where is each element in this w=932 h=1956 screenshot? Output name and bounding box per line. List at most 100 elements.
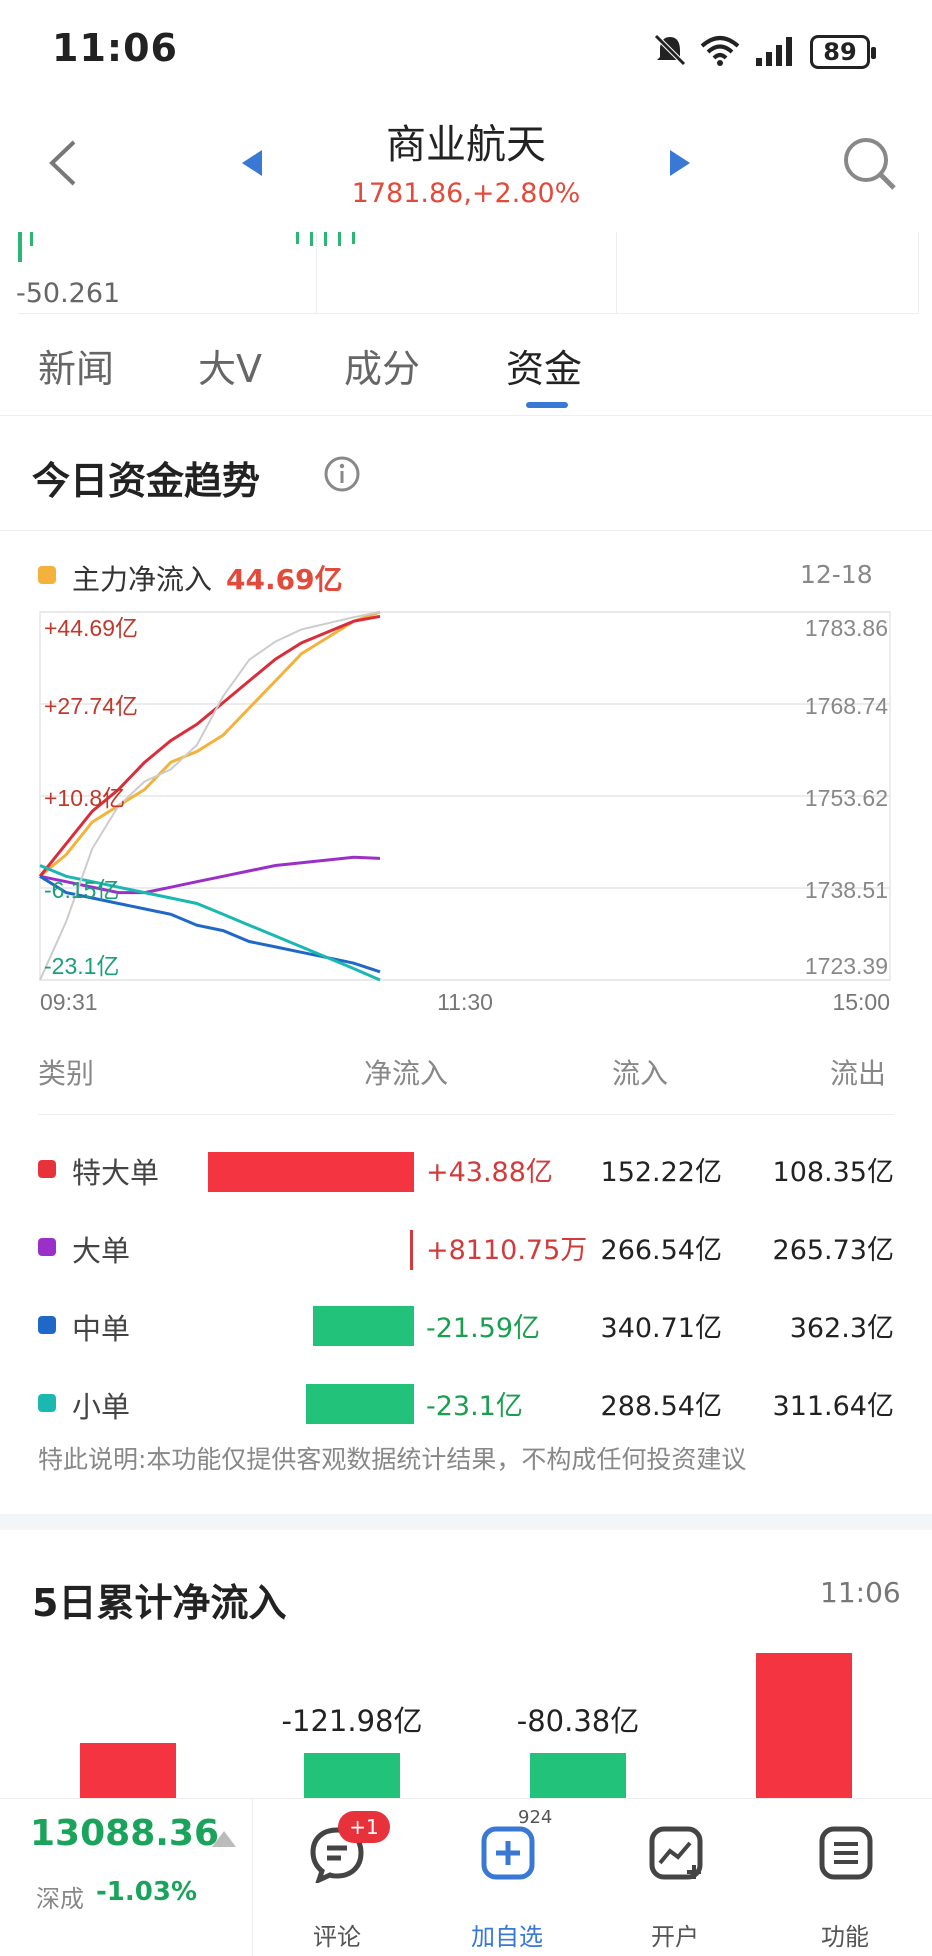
open-account-label: 开户 — [651, 1923, 699, 1951]
category-dot — [38, 1316, 56, 1334]
divider — [0, 530, 932, 531]
active-tab-indicator — [526, 402, 568, 408]
legend-value: 44.69亿 — [226, 563, 343, 596]
info-icon[interactable] — [322, 454, 362, 494]
net-flow-bar — [208, 1152, 414, 1192]
category-label: 小单 — [72, 1390, 131, 1424]
col-header-net: 净流入 — [364, 1057, 449, 1090]
functions-button[interactable]: 功能 — [790, 1799, 900, 1956]
outflow-value: 362.3亿 — [789, 1313, 894, 1344]
page-title: 商业航天 — [386, 122, 546, 168]
category-label: 中单 — [72, 1312, 131, 1346]
five-day-bar — [756, 1653, 852, 1798]
net-flow-value: +43.88亿 — [426, 1157, 553, 1188]
y-left-tick: +27.74亿 — [44, 693, 138, 719]
status-time: 11:06 — [52, 26, 178, 70]
five-day-bar — [304, 1753, 400, 1798]
inflow-value: 340.71亿 — [600, 1313, 722, 1344]
net-flow-bar — [312, 1306, 414, 1346]
x-tick: 15:00 — [832, 989, 890, 1015]
col-header-in: 流入 — [612, 1057, 669, 1090]
tab-components[interactable]: 成分 — [344, 347, 421, 391]
tab-capital[interactable]: 资金 — [506, 347, 583, 391]
outflow-value: 108.35亿 — [772, 1157, 894, 1188]
y-left-tick: +44.69亿 — [44, 615, 138, 641]
y-left-tick: +10.8亿 — [44, 785, 125, 811]
status-bar: 11:06 89 — [0, 0, 932, 100]
divider — [38, 1114, 894, 1115]
series-line — [39, 855, 381, 895]
five-day-label: -121.98亿 — [281, 1704, 423, 1738]
five-day-bar — [530, 1753, 626, 1798]
comment-button[interactable]: +1 评论 — [282, 1799, 392, 1956]
legend-dot-main — [38, 566, 56, 584]
flow-row: 小单 -23.1亿 288.54亿 311.64亿 — [0, 1374, 932, 1434]
inflow-value: 152.22亿 — [600, 1157, 722, 1188]
index-name: 深成 — [36, 1885, 84, 1913]
wifi-icon — [700, 36, 740, 66]
series-line — [39, 611, 381, 981]
category-dot — [38, 1160, 56, 1178]
functions-label: 功能 — [821, 1923, 869, 1951]
flow-row: 大单 +8110.75万 266.54亿 265.73亿 — [0, 1218, 932, 1278]
outflow-value: 311.64亿 — [772, 1391, 894, 1422]
inflow-value: 288.54亿 — [600, 1391, 722, 1422]
comment-label: 评论 — [313, 1923, 361, 1951]
next-arrow-icon[interactable] — [668, 148, 692, 178]
net-flow-value: -23.1亿 — [426, 1391, 523, 1422]
inflow-value: 266.54亿 — [600, 1235, 722, 1266]
legend-label: 主力净流入 — [72, 563, 213, 596]
flow-row: 特大单 +43.88亿 152.22亿 108.35亿 — [0, 1140, 932, 1200]
battery-indicator: 89 — [810, 35, 876, 69]
add-icon — [481, 1826, 535, 1880]
five-day-bar — [80, 1742, 176, 1798]
y-right-tick: 1783.86 — [805, 615, 888, 641]
flow-row: 中单 -21.59亿 340.71亿 362.3亿 — [0, 1296, 932, 1356]
bell-muted-icon — [654, 34, 686, 66]
index-value[interactable]: 13088.36 — [30, 1813, 220, 1854]
index-quote: 1781.86,+2.80% — [351, 178, 581, 209]
open-account-button[interactable]: 开户 — [620, 1799, 730, 1956]
tab-news[interactable]: 新闻 — [38, 347, 115, 391]
search-icon[interactable] — [842, 136, 898, 192]
y-left-tick: -6.15亿 — [44, 877, 119, 903]
category-dot — [38, 1394, 56, 1412]
five-day-label: -80.38亿 — [516, 1704, 640, 1738]
y-right-tick: 1768.74 — [805, 693, 888, 719]
net-flow-bar — [305, 1384, 414, 1424]
five-day-time: 11:06 — [820, 1576, 901, 1609]
y-right-tick: 1738.51 — [805, 877, 888, 903]
comment-badge: +1 — [338, 1811, 390, 1843]
trend-title: 今日资金趋势 — [32, 459, 261, 503]
watchlist-count: 924 — [518, 1807, 553, 1828]
net-flow-value: -21.59亿 — [426, 1313, 541, 1344]
category-label: 特大单 — [72, 1156, 160, 1190]
back-icon[interactable] — [46, 138, 80, 188]
section-divider — [0, 1514, 932, 1530]
category-label: 大单 — [72, 1234, 131, 1268]
expand-up-icon[interactable] — [210, 1829, 238, 1849]
series-line — [39, 864, 381, 982]
x-tick: 11:30 — [437, 989, 493, 1015]
menu-icon — [819, 1826, 873, 1880]
tab-bigv[interactable]: 大V — [198, 347, 262, 391]
index-change: -1.03% — [96, 1877, 197, 1907]
strip-value: -50.261 — [16, 278, 121, 309]
bottom-bar: 13088.36 深成 -1.03% +1 评论 924 加自选 开户 — [0, 1798, 932, 1956]
outflow-value: 265.73亿 — [772, 1235, 894, 1266]
disclaimer: 特此说明:本功能仅提供客观数据统计结果，不构成任何投资建议 — [38, 1445, 747, 1474]
add-watchlist-label: 加自选 — [471, 1923, 543, 1951]
add-watchlist-button[interactable]: 924 加自选 — [452, 1799, 562, 1956]
y-right-tick: 1723.39 — [805, 953, 888, 979]
series-line — [38, 614, 381, 878]
capital-trend-chart: +44.69亿 +27.74亿 +10.8亿 -6.15亿 -23.1亿 1783.86 1… — [38, 610, 891, 1015]
col-header-out: 流出 — [830, 1057, 887, 1090]
chart-plus-icon — [649, 1826, 703, 1880]
x-tick: 09:31 — [40, 989, 98, 1015]
y-left-tick: -23.1亿 — [44, 953, 119, 979]
net-flow-value: +8110.75万 — [426, 1235, 588, 1266]
trend-date: 12-18 — [800, 560, 873, 589]
comment-icon — [310, 1827, 364, 1883]
prev-arrow-icon[interactable] — [240, 148, 264, 178]
series-line — [39, 610, 381, 878]
